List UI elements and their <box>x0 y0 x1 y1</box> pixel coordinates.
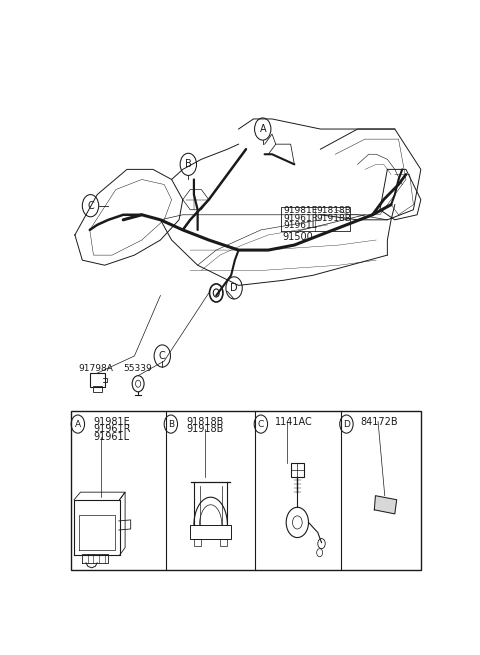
Bar <box>71 411 421 571</box>
Text: 91818B: 91818B <box>316 206 351 215</box>
Text: 91918B: 91918B <box>316 214 351 223</box>
Text: A: A <box>75 420 81 428</box>
Text: 91961L: 91961L <box>283 221 317 231</box>
Text: D: D <box>230 283 238 293</box>
Text: 91961L: 91961L <box>94 432 130 441</box>
Bar <box>93 386 102 392</box>
Text: 55339: 55339 <box>124 364 153 373</box>
Text: 91961R: 91961R <box>283 214 318 223</box>
Bar <box>220 538 228 546</box>
Text: D: D <box>343 420 350 428</box>
Bar <box>90 373 105 387</box>
Bar <box>190 525 231 539</box>
Text: 84172B: 84172B <box>360 417 398 426</box>
Text: B: B <box>185 159 192 170</box>
Text: 91981E: 91981E <box>94 417 130 426</box>
Text: 91981E: 91981E <box>283 206 318 215</box>
Text: 91918B: 91918B <box>186 424 224 434</box>
Text: A: A <box>259 124 266 134</box>
Text: C: C <box>87 200 94 211</box>
Text: B: B <box>168 420 174 428</box>
Text: 91500: 91500 <box>283 232 313 242</box>
Text: 91798A: 91798A <box>78 364 113 373</box>
Text: 91961R: 91961R <box>94 424 131 434</box>
Text: C: C <box>159 351 166 361</box>
Bar <box>194 538 202 546</box>
Text: 1141AC: 1141AC <box>275 417 312 426</box>
Text: C: C <box>258 420 264 428</box>
Bar <box>290 463 304 477</box>
Text: 91818B: 91818B <box>186 417 224 426</box>
Polygon shape <box>374 496 396 514</box>
